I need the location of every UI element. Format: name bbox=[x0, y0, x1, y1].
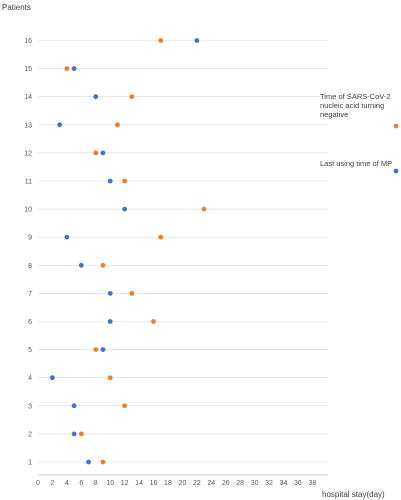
y-tick-label: 12 bbox=[24, 150, 32, 157]
mp-point bbox=[100, 347, 106, 352]
negative-point bbox=[151, 319, 156, 324]
negative-point bbox=[93, 347, 99, 352]
y-tick-label: 10 bbox=[24, 207, 32, 214]
y-tick-label: 1 bbox=[28, 460, 32, 467]
mp-point bbox=[107, 178, 113, 184]
x-tick-label: 8 bbox=[94, 480, 98, 487]
legend-marker-mp bbox=[393, 168, 399, 174]
x-tick-label: 22 bbox=[193, 480, 201, 487]
y-tick-label: 11 bbox=[25, 179, 32, 186]
mp-point bbox=[86, 459, 91, 465]
x-tick-label: 38 bbox=[308, 480, 316, 487]
x-tick-label: 10 bbox=[106, 480, 114, 487]
x-tick-label: 30 bbox=[251, 480, 259, 487]
negative-point bbox=[107, 375, 113, 381]
negative-point bbox=[158, 38, 164, 43]
negative-point bbox=[100, 262, 106, 268]
legend-label-negative: nucleic acid turning bbox=[320, 101, 384, 110]
x-tick-label: 0 bbox=[36, 480, 40, 487]
x-tick-label: 28 bbox=[236, 480, 244, 487]
legend-label-mp: Last using time of MP bbox=[320, 159, 392, 168]
x-tick-label: 34 bbox=[280, 480, 288, 487]
x-tick-label: 2 bbox=[50, 480, 54, 487]
x-axis-title: hospital stay(day) bbox=[322, 490, 385, 499]
negative-point bbox=[64, 66, 70, 71]
negative-point bbox=[201, 206, 207, 212]
y-tick-label: 9 bbox=[28, 235, 32, 242]
y-tick-label: 6 bbox=[28, 319, 32, 326]
mp-point bbox=[100, 150, 106, 156]
gridlines bbox=[38, 40, 328, 463]
y-tick-label: 15 bbox=[24, 66, 32, 73]
negative-point bbox=[129, 291, 135, 296]
x-tick-labels: 0 2 4 6 8 10 12 14 16 18 20 22 24 26 28 30 32 34 36 38 bbox=[36, 480, 316, 487]
x-tick-label: 26 bbox=[222, 480, 230, 487]
x-tick-label: 24 bbox=[207, 480, 215, 487]
y-tick-label: 16 bbox=[24, 38, 32, 45]
negative-point bbox=[122, 178, 128, 184]
x-tick-label: 6 bbox=[79, 480, 83, 487]
mp-point bbox=[107, 291, 113, 296]
y-tick-label: 13 bbox=[24, 122, 32, 129]
y-tick-label: 8 bbox=[28, 263, 32, 270]
mp-point bbox=[71, 403, 77, 409]
x-tick-label: 14 bbox=[135, 480, 143, 487]
data-points bbox=[50, 38, 207, 465]
x-tick-label: 16 bbox=[150, 480, 158, 487]
x-tick-label: 36 bbox=[294, 480, 302, 487]
legend-label-negative: negative bbox=[320, 110, 348, 119]
x-tick-label: 4 bbox=[65, 480, 69, 487]
y-tick-label: 2 bbox=[28, 431, 32, 438]
negative-point bbox=[158, 234, 164, 240]
mp-point bbox=[71, 66, 77, 71]
mp-point bbox=[194, 38, 200, 43]
y-tick-label: 7 bbox=[28, 291, 32, 298]
mp-point bbox=[64, 234, 70, 240]
negative-point bbox=[100, 459, 106, 465]
y-tick-label: 4 bbox=[28, 375, 32, 382]
mp-point bbox=[122, 206, 128, 212]
negative-point bbox=[129, 94, 135, 100]
x-tick-label: 12 bbox=[121, 480, 129, 487]
y-tick-label: 3 bbox=[28, 403, 32, 410]
mp-point bbox=[93, 94, 99, 100]
mp-point bbox=[107, 319, 113, 324]
negative-point bbox=[122, 403, 128, 409]
x-tick-label: 18 bbox=[164, 480, 172, 487]
mp-point bbox=[50, 375, 55, 381]
legend-label-negative: Time of SARS-CoV-2 bbox=[320, 92, 391, 101]
mp-point bbox=[57, 122, 63, 128]
x-tick-label: 20 bbox=[179, 480, 187, 487]
y-axis-title: Patients bbox=[2, 3, 31, 12]
mp-point bbox=[71, 431, 77, 437]
x-tick-label: 32 bbox=[265, 480, 273, 487]
legend-marker-negative bbox=[393, 123, 399, 129]
mp-point bbox=[78, 262, 84, 268]
negative-point bbox=[78, 431, 84, 437]
negative-point bbox=[115, 122, 120, 128]
y-tick-label: 14 bbox=[24, 94, 32, 101]
negative-point bbox=[93, 150, 99, 156]
y-tick-label: 5 bbox=[28, 347, 32, 354]
